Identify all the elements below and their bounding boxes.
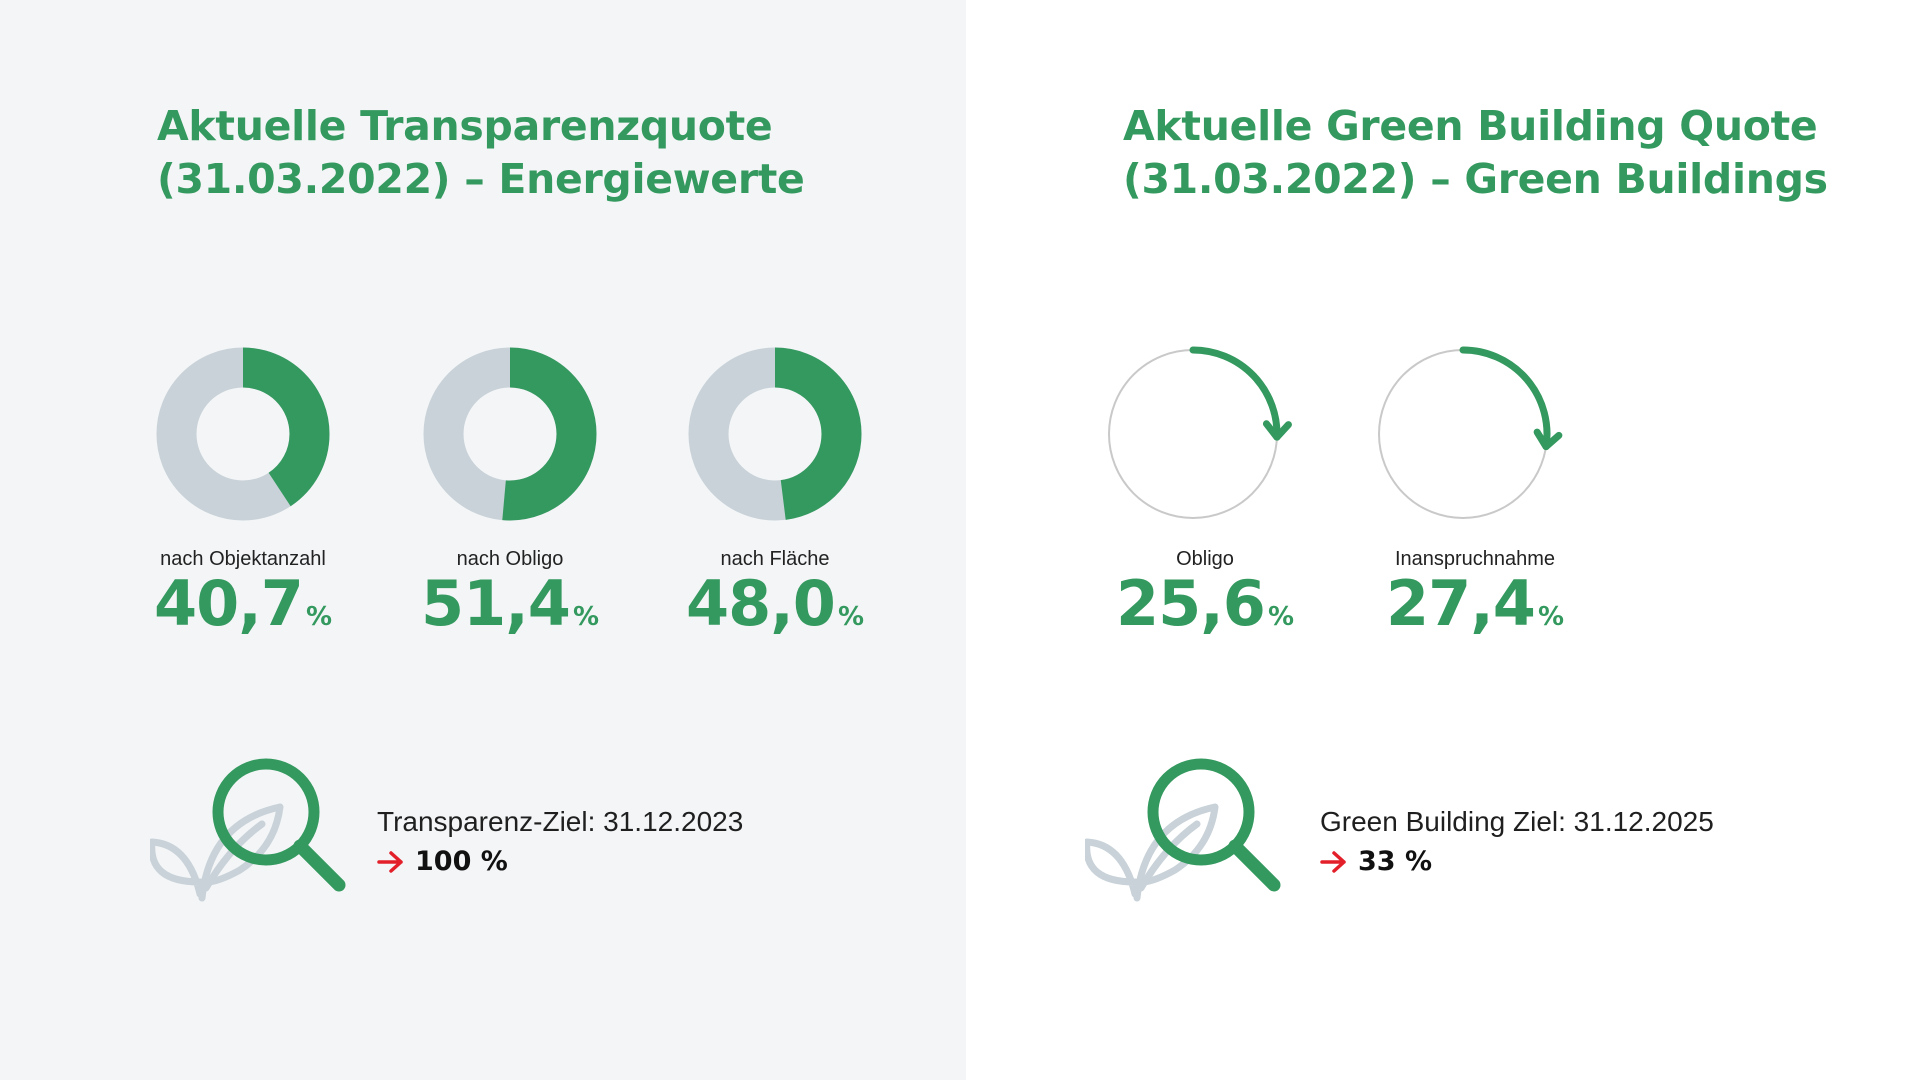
green-building-goal-label: Green Building Ziel: 31.12.2025 <box>1320 806 1714 837</box>
donut-slice-objektanzahl <box>156 347 330 521</box>
metric-number-inanspruchnahme: 27,4 <box>1385 567 1536 640</box>
transparency-title-line-1: Aktuelle Transparenzquote <box>157 102 773 150</box>
metric-number-gb-obligo: 25,6 <box>1115 567 1266 640</box>
arrow-right-icon <box>377 850 403 873</box>
metric-label-gb-obligo: Obligo <box>1176 548 1234 570</box>
metric-label-flaeche: nach Fläche <box>720 548 830 570</box>
ring-arrowhead-inanspruchnahme <box>1533 428 1563 451</box>
ring-chart-obligo <box>1108 346 1292 519</box>
metric-label-obligo: nach Obligo <box>456 548 564 570</box>
ring-metric-obligo: Obligo 25,6% <box>1075 346 1335 635</box>
transparency-panel <box>0 0 966 1080</box>
arrow-right-icon <box>1320 850 1346 873</box>
metric-unit-obligo: % <box>572 602 600 632</box>
transparency-goal: Transparenz-Ziel: 31.12.2023 100 % <box>377 806 743 877</box>
metric-number-objektanzahl: 40,7 <box>153 567 304 640</box>
metric-value-objektanzahl: 40,7% <box>113 573 373 635</box>
donut-chart-obligo <box>423 347 597 521</box>
metric-label-inanspruchnahme: Inanspruchnahme <box>1394 548 1556 570</box>
green-building-goal-value: 33 % <box>1358 846 1433 877</box>
green-building-panel <box>966 0 1920 1080</box>
transparency-goal-label: Transparenz-Ziel: 31.12.2023 <box>377 806 744 837</box>
metric-unit-gb-obligo: % <box>1267 602 1295 632</box>
donut-chart-flaeche <box>688 347 862 521</box>
ring-chart-inanspruchnahme <box>1378 346 1563 519</box>
green-building-title-line-1: Aktuelle Green Building Quote <box>1123 102 1818 150</box>
green-building-title: Aktuelle Green Building Quote (31.03.202… <box>1123 100 1828 206</box>
green-building-goal: Green Building Ziel: 31.12.2025 33 % <box>1320 806 1714 877</box>
donut-chart-objektanzahl <box>156 347 330 521</box>
ring-arrowhead-obligo <box>1262 420 1292 441</box>
donut-slice-obligo <box>423 347 597 521</box>
ring-metric-inanspruchnahme: Inanspruchnahme 27,4% <box>1345 346 1605 635</box>
metric-unit-objektanzahl: % <box>305 602 333 632</box>
metric-unit-inanspruchnahme: % <box>1537 602 1565 632</box>
ring-arc-inanspruchnahme <box>1459 346 1551 451</box>
ring-arc-obligo <box>1189 346 1281 441</box>
green-building-goal-row: 33 % <box>1320 846 1714 877</box>
metric-value-gb-obligo: 25,6% <box>1075 573 1335 635</box>
donut-metric-flaeche: nach Fläche 48,0% <box>645 346 905 635</box>
metric-value-obligo: 51,4% <box>380 573 640 635</box>
magnifier-leaf-icon <box>1085 758 1281 902</box>
transparency-title: Aktuelle Transparenzquote (31.03.2022) –… <box>157 100 805 206</box>
transparency-goal-row: 100 % <box>377 846 743 877</box>
metric-value-inanspruchnahme: 27,4% <box>1345 573 1605 635</box>
transparency-goal-value: 100 % <box>415 846 508 877</box>
magnifier-leaf-icon <box>150 758 346 902</box>
metric-value-flaeche: 48,0% <box>645 573 905 635</box>
donut-metric-objektanzahl: nach Objektanzahl 40,7% <box>113 346 373 635</box>
metric-number-flaeche: 48,0 <box>685 567 836 640</box>
metric-unit-flaeche: % <box>837 602 865 632</box>
donut-metric-obligo: nach Obligo 51,4% <box>380 346 640 635</box>
metric-number-obligo: 51,4 <box>420 567 571 640</box>
green-building-title-line-2: (31.03.2022) – Green Buildings <box>1123 155 1828 203</box>
donut-slice-flaeche <box>688 347 862 521</box>
metric-label-objektanzahl: nach Objektanzahl <box>160 548 326 570</box>
transparency-title-line-2: (31.03.2022) – Energiewerte <box>157 155 805 203</box>
